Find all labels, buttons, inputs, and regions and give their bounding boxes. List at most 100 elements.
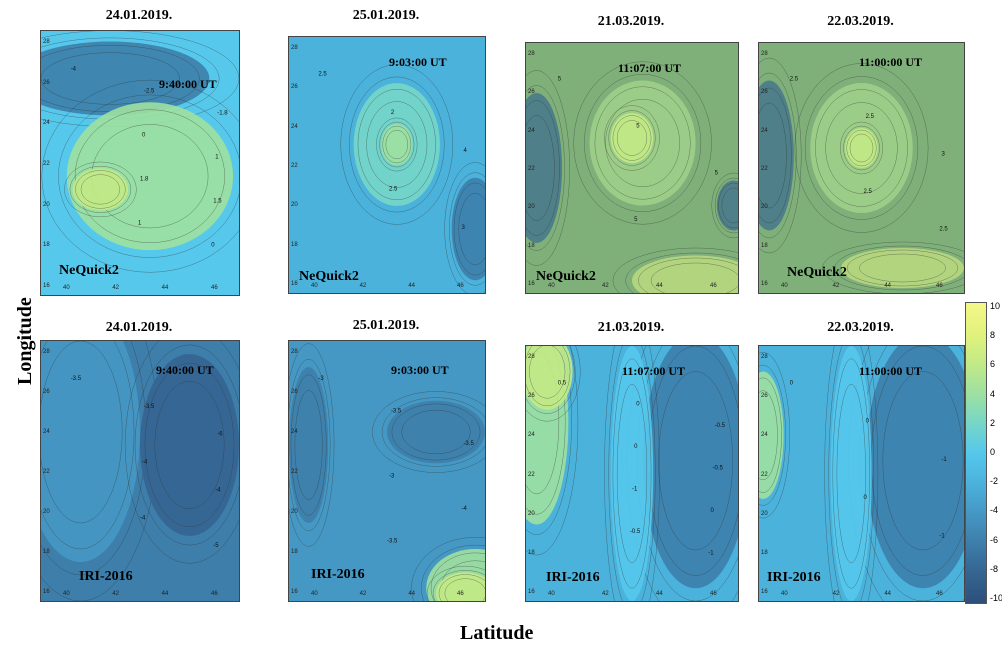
colorbar-tick-label: -6 — [990, 534, 999, 545]
contour-line — [529, 346, 566, 399]
heatmap-panel-7: 0.5 0 -0.5 0 -0.5 -1 0 -0.5 -1 28 26 24 22 20 18 16 40 42… — [525, 345, 739, 602]
contour-line — [638, 257, 738, 293]
y-tick-label: 28 — [291, 349, 298, 355]
contour-line — [526, 346, 566, 515]
contour-line — [612, 247, 738, 293]
contour-label: -3 — [318, 376, 324, 382]
contour-label: 1.8 — [140, 177, 149, 183]
heatmap-region — [716, 180, 738, 231]
panel-model-label: IRI-2016 — [767, 570, 821, 585]
y-tick-label: 22 — [291, 163, 298, 169]
contour-label: -3.5 — [387, 539, 398, 545]
contour-line — [608, 346, 656, 601]
y-tick-label: 18 — [761, 549, 768, 556]
contour-line — [41, 341, 123, 524]
y-tick-label: 24 — [528, 432, 535, 439]
contour-line — [839, 121, 884, 175]
panel-model-label: IRI-2016 — [79, 569, 133, 584]
contour-line — [526, 70, 570, 266]
contour-line — [458, 192, 485, 266]
y-tick-label: 26 — [43, 389, 50, 395]
contour-label: 1 — [138, 221, 142, 227]
y-tick-label: 24 — [528, 127, 535, 134]
y-tick-label: 16 — [761, 589, 768, 595]
y-tick-label: 16 — [291, 589, 298, 595]
contour-label: -5 — [213, 543, 219, 549]
contour-line — [449, 172, 485, 286]
x-tick-label: 46 — [710, 591, 717, 597]
y-tick-label: 26 — [761, 393, 768, 400]
contour-line — [58, 94, 239, 258]
contour-line — [438, 574, 485, 601]
contour-line — [401, 409, 471, 455]
heatmap-panel-3: 5 5 5 5 28 26 24 22 20 18 16 40 42 44 46 11:07:00 UT NeQ… — [525, 42, 739, 294]
contour-line — [846, 249, 959, 287]
panel-model-label: NeQuick2 — [59, 263, 119, 278]
x-tick-label: 42 — [832, 283, 840, 289]
y-tick-label: 18 — [528, 549, 535, 556]
contour-line — [594, 86, 691, 200]
contour-label: 0.5 — [558, 380, 567, 386]
heatmap-panel-5: -3.5 -3.5 -6 -4 -4 -4 -5 28 26 24 22 20 18 16 40 42 44 46… — [40, 340, 240, 602]
y-tick-label: 24 — [291, 123, 298, 130]
x-tick-label: 46 — [211, 285, 218, 291]
x-tick-label: 44 — [408, 591, 416, 597]
contour-line — [526, 100, 560, 236]
contour-line — [711, 172, 738, 239]
contour-label: -4 — [215, 487, 221, 493]
contour-line — [526, 85, 565, 251]
panel-time-label: 11:00:00 UT — [859, 55, 922, 69]
heatmap-region — [759, 371, 784, 499]
contour-label: -1 — [708, 550, 714, 556]
heatmap-panel-8: 0 0 -1 0 -1 28 26 24 22 20 18 16 40 42 44 46 11:00:00 UT… — [758, 345, 965, 602]
contour-line — [714, 177, 738, 234]
heatmap-region — [759, 80, 794, 231]
contour-label: 2.5 — [389, 187, 398, 193]
y-tick-label: 16 — [761, 281, 768, 287]
contour-label: 3 — [941, 152, 945, 158]
colorbar-tick-label: 6 — [990, 359, 996, 370]
contour-line — [759, 72, 797, 239]
heatmap-panel-1: -4 -2.5 -1.8 0 1 1.8 1.5 1 0 28 26 24 22 20 18 16 40 42 44… — [40, 30, 240, 296]
y-tick-label: 20 — [43, 201, 50, 208]
x-tick-label: 40 — [548, 283, 555, 289]
contour-line — [526, 346, 576, 414]
heatmap-panel-6: -3 -3.5 -3.5 -3 -4 -3.5 28 26 24 22 20 18 16 40 42 44 46… — [288, 340, 486, 602]
y-tick-label: 28 — [528, 354, 535, 360]
y-tick-label: 22 — [528, 471, 535, 478]
y-tick-label: 16 — [291, 281, 298, 287]
y-tick-label: 24 — [43, 120, 50, 127]
panel-date-2: 25.01.2019. — [352, 8, 420, 23]
contour-label: -1 — [939, 533, 945, 539]
contour-label: -0.5 — [713, 465, 724, 471]
panel-time-label: 11:07:00 UT — [618, 61, 681, 75]
contour-line — [759, 57, 802, 254]
y-tick-label: 18 — [291, 241, 298, 248]
y-tick-label: 22 — [43, 469, 50, 475]
contour-line — [391, 403, 481, 461]
contour-label: -4 — [461, 506, 467, 512]
panel-model-label: NeQuick2 — [536, 269, 596, 284]
contour-line — [849, 133, 874, 163]
y-tick-label: 20 — [43, 509, 50, 515]
x-tick-label: 42 — [359, 591, 367, 597]
contour-label: 2.5 — [790, 77, 799, 83]
x-tick-label: 44 — [884, 591, 892, 597]
panel-time-label: 11:00:00 UT — [859, 364, 922, 378]
contour-line — [41, 341, 135, 550]
contour-line — [385, 129, 409, 160]
contour-line — [859, 253, 946, 283]
contour-line — [382, 125, 412, 164]
x-tick-label: 42 — [112, 285, 120, 291]
contour-line — [430, 552, 485, 601]
contour-line — [612, 115, 652, 161]
contour-line — [294, 390, 323, 500]
y-tick-label: 28 — [528, 51, 535, 57]
contour-line — [836, 384, 866, 563]
x-tick-label: 44 — [408, 283, 416, 289]
colorbar-tick-label: 10 — [990, 301, 1001, 311]
contour-line — [381, 397, 485, 467]
colorbar-tick-label: 2 — [990, 417, 996, 428]
y-tick-label: 24 — [291, 429, 298, 435]
y-tick-label: 18 — [761, 242, 768, 249]
